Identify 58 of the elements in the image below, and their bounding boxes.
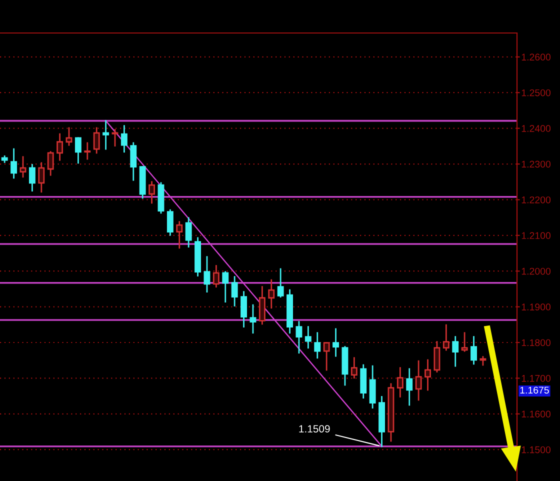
candlestick <box>424 359 431 391</box>
candlestick <box>452 336 459 367</box>
candlestick <box>240 291 248 328</box>
candlestick <box>120 125 128 153</box>
candlestick <box>74 137 82 164</box>
candlestick <box>470 336 477 365</box>
candlestick <box>461 332 468 352</box>
candlestick <box>47 151 54 176</box>
candlestick <box>130 142 137 181</box>
candlestick <box>166 209 174 236</box>
y-tick-label: 1.1500 <box>522 446 551 454</box>
y-tick-label: 1.2600 <box>522 54 551 61</box>
candlestick <box>415 360 422 401</box>
candlestick <box>212 265 220 288</box>
candlestick <box>102 120 110 150</box>
candlestick <box>296 321 302 354</box>
candlestick <box>93 127 100 154</box>
candlestick <box>204 256 210 292</box>
candlestick <box>66 127 72 146</box>
candlestick <box>314 332 321 359</box>
candlestick <box>222 271 229 302</box>
candlestick <box>20 156 26 178</box>
y-tick-label: 1.2200 <box>522 196 551 204</box>
y-tick-label: 1.1900 <box>522 304 551 310</box>
candlestick <box>277 268 284 298</box>
candlestick <box>185 217 192 248</box>
candlestick <box>112 129 118 146</box>
candlestick <box>442 324 450 351</box>
y-tick-label: 1.2400 <box>522 125 551 132</box>
candlestick <box>369 365 376 409</box>
candlestick <box>56 133 64 161</box>
candlestick <box>304 326 312 349</box>
text: 1.1675 <box>520 386 549 394</box>
y-tick-label: 1.2500 <box>522 89 551 96</box>
candlestick <box>10 148 18 179</box>
candlestick <box>176 221 183 249</box>
candlestick <box>268 279 275 309</box>
candlestick <box>350 357 358 379</box>
y-tick-label: 1.1800 <box>522 339 551 346</box>
candlestick <box>38 162 45 193</box>
y-tick-label: 1.2000 <box>522 268 551 275</box>
annotation: 1.1509 <box>299 425 330 433</box>
y-tick-label: 1.2300 <box>522 160 551 168</box>
y-tick-label: 1.1700 <box>522 374 551 382</box>
candlestick <box>360 364 367 399</box>
candlestick <box>323 342 330 371</box>
candlestick <box>258 286 266 325</box>
candlestick <box>250 304 256 334</box>
candlestick <box>406 368 413 406</box>
candlestick <box>332 328 339 357</box>
y-tick-label: 1.1600 <box>522 410 551 418</box>
candlestick <box>231 276 238 306</box>
candlestick <box>434 341 440 372</box>
y-tick-label: 1.2100 <box>522 232 551 240</box>
candlestick <box>84 142 91 160</box>
candlestick <box>28 164 36 192</box>
candlestick <box>396 367 404 398</box>
candlestick <box>148 181 156 204</box>
